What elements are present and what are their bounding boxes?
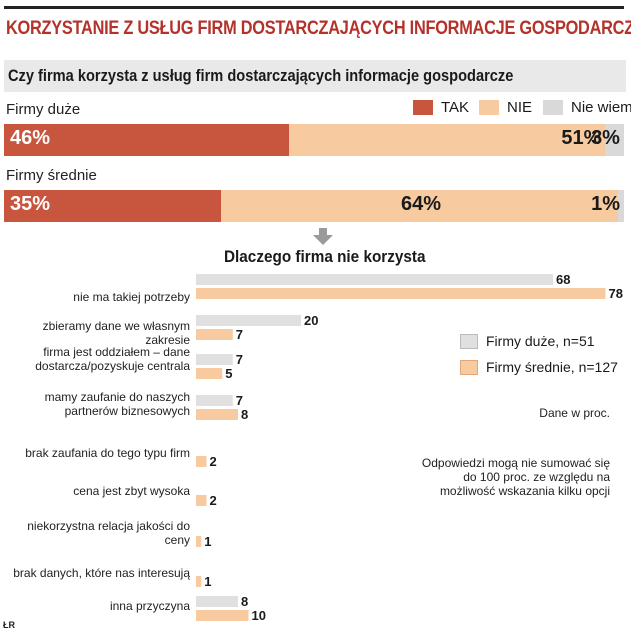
legend-swatch-nie-wiem: [543, 100, 563, 115]
bar-data-label: 78: [609, 286, 623, 301]
bar-firmy-srednie: [196, 288, 606, 299]
bar-value-label: 46%: [10, 127, 51, 149]
bar-firmy-srednie: [196, 329, 233, 340]
bar-firmy-srednie: [196, 409, 238, 420]
legend-swatch-firmy-duze: [460, 333, 478, 349]
bar-segment-nie: 64%: [221, 190, 618, 222]
bar-data-label: 7: [236, 393, 243, 408]
subtitle-band: [4, 60, 626, 92]
bar-firmy-srednie: [196, 610, 249, 621]
bar-firmy-duze: [196, 395, 233, 406]
legend-label-nie-wiem: Nie wiem: [571, 99, 631, 116]
category-label: brak zaufania do tego typu firm: [25, 446, 190, 460]
stacked-bar-firmy-duze: 46% 51% 3%: [4, 124, 624, 156]
category-label: inna przyczyna: [109, 599, 190, 613]
bar-segment-nie-wiem: 3%: [591, 124, 624, 156]
bar-data-label: 7: [236, 352, 243, 367]
legend-label-nie: NIE: [507, 99, 533, 116]
bar-value-label: 1%: [591, 193, 620, 215]
legend-item-nie: NIE: [479, 99, 532, 116]
units-note: Dane w proc.: [539, 406, 610, 420]
bar-data-label: 1: [204, 534, 211, 549]
bar-data-label: 5: [225, 366, 232, 381]
bar-data-label: 20: [304, 313, 318, 328]
bar-firmy-srednie: [196, 368, 223, 379]
bar-segment-tak: 35%: [4, 190, 221, 222]
bar-firmy-duze: [196, 274, 553, 285]
bar-value-label: 3%: [591, 127, 620, 149]
category-label: mamy zaufanie do naszych partnerów bizne…: [44, 390, 190, 418]
reasons-chart-title: Dlaczego firma nie korzysta: [224, 247, 426, 266]
bar-firmy-duze: [196, 354, 233, 365]
stacked-bar-firmy-srednie: 35% 64% 1%: [4, 190, 624, 222]
legend-item-firmy-srednie: Firmy średnie, n=127: [460, 359, 618, 375]
category-label: cena jest zbyt wysoka: [73, 484, 190, 498]
bar-firmy-duze: [196, 596, 238, 607]
category-label: firma jest oddziałem – dane dostarcza/po…: [35, 345, 190, 373]
top-rule: [4, 6, 624, 9]
sum-note: Odpowiedzi mogą nie sumować się do 100 p…: [421, 456, 610, 498]
bar-segment-tak: 46%: [4, 124, 290, 156]
legend-label-tak: TAK: [441, 99, 470, 116]
bar-data-label: 8: [241, 407, 248, 422]
bar-data-label: 8: [241, 594, 248, 609]
arrow-down-icon: [313, 228, 333, 245]
bar-value-label: 35%: [10, 193, 51, 215]
legend-item-tak: TAK: [413, 99, 469, 116]
legend-label-firmy-duze: Firmy duże, n=51: [486, 333, 595, 349]
category-label: brak danych, które nas interesują: [13, 566, 190, 580]
bar-data-label: 1: [204, 574, 211, 589]
bar-value-label: 51%: [561, 127, 602, 149]
chart-subtitle: Czy firma korzysta z usług firm dostarcz…: [8, 66, 514, 85]
category-label: niekorzystna relacja jakości do ceny: [27, 519, 190, 547]
category-label: nie ma takiej potrzeby: [73, 290, 190, 304]
bar-firmy-srednie: [196, 576, 202, 587]
bar-data-label: 7: [236, 327, 243, 342]
legend-item-firmy-duze: Firmy duże, n=51: [460, 333, 595, 349]
legend-item-nie-wiem: Nie wiem: [543, 99, 631, 116]
bar-data-label: 2: [210, 493, 217, 508]
legend-swatch-nie: [479, 100, 499, 115]
bar-segment-nie-wiem: 1%: [591, 190, 624, 222]
bar-firmy-srednie: [196, 495, 207, 506]
bar-value-label: 64%: [401, 193, 442, 215]
bar-firmy-duze: [196, 315, 301, 326]
bar-firmy-srednie: [196, 536, 202, 547]
group-label-firmy-duze: Firmy duże: [6, 101, 81, 118]
bar-firmy-srednie: [196, 456, 207, 467]
group-label-firmy-srednie: Firmy średnie: [6, 167, 97, 184]
bar-segment-nie: 51%: [289, 124, 606, 156]
bar-data-label: 2: [210, 454, 217, 469]
category-label: zbieramy dane we własnym zakresie: [42, 319, 190, 347]
legend-label-firmy-srednie: Firmy średnie, n=127: [486, 359, 618, 375]
bar-data-label: 68: [556, 272, 570, 287]
bar-data-label: 10: [252, 608, 266, 623]
source-credit: ŁR: [3, 620, 15, 630]
legend-swatch-firmy-srednie: [460, 359, 478, 375]
legend-swatch-tak: [413, 100, 433, 115]
page-title: KORZYSTANIE Z USŁUG FIRM DOSTARCZAJĄCYCH…: [6, 18, 631, 39]
